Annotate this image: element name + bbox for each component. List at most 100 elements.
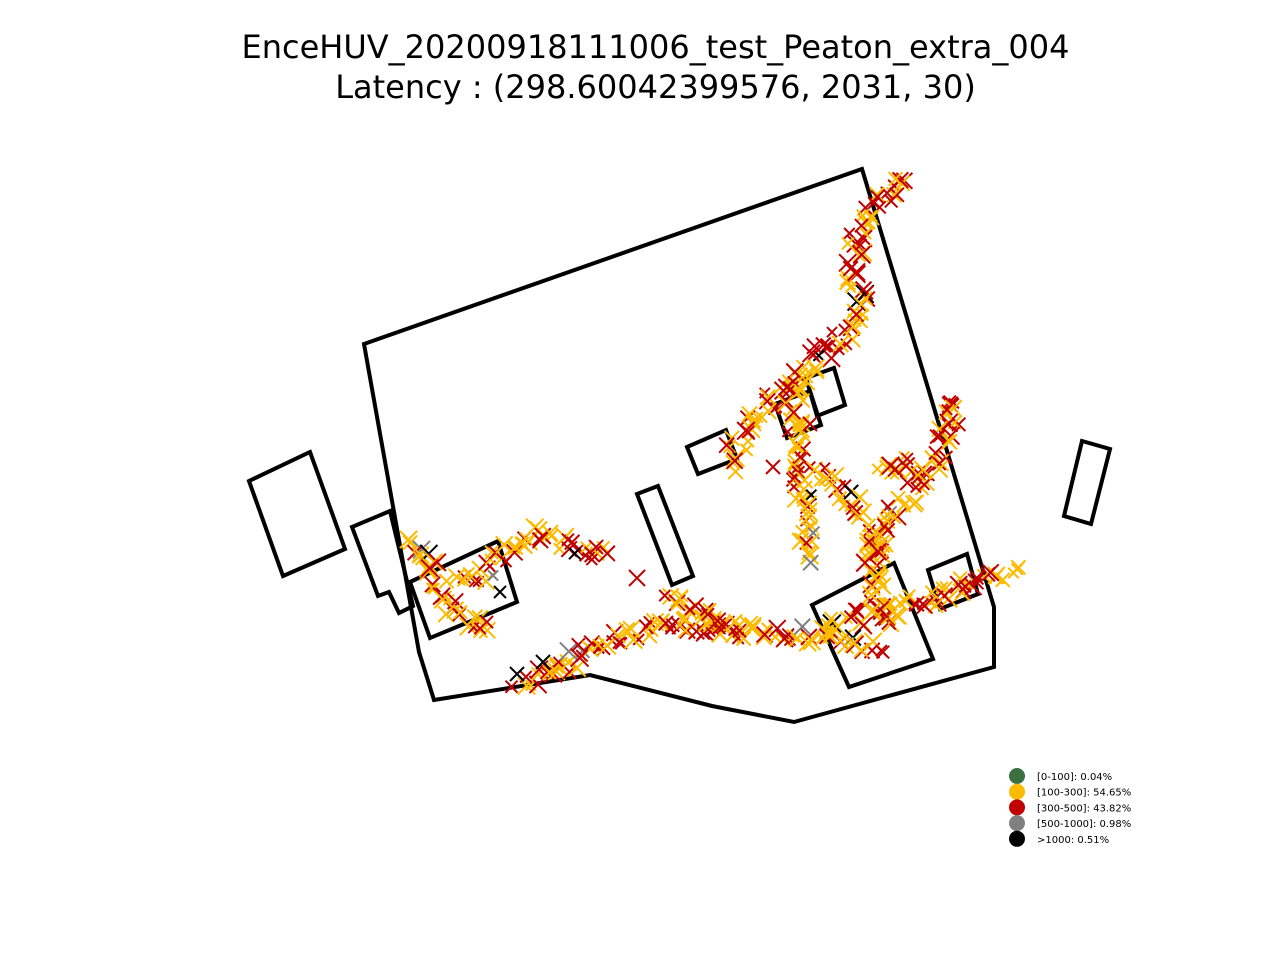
latency-marker-546 bbox=[765, 459, 781, 475]
latency-marker-406 bbox=[768, 619, 787, 638]
latency-marker-473 bbox=[424, 576, 441, 593]
legend: [0-100]: 0.04% [100-300]: 54.65% [300-500]… bbox=[1009, 768, 1131, 847]
latency-marker-253 bbox=[873, 577, 892, 596]
latency-marker-170 bbox=[835, 491, 847, 503]
latency-marker-414 bbox=[802, 632, 822, 651]
latency-marker-435 bbox=[875, 645, 890, 660]
latency-marker-459 bbox=[399, 530, 418, 549]
latency-marker-9 bbox=[869, 186, 885, 203]
latency-marker-85 bbox=[755, 411, 768, 424]
latency-marker-34 bbox=[846, 262, 866, 282]
obstacle-far-right bbox=[1061, 438, 1113, 527]
latency-marker-475 bbox=[438, 573, 455, 589]
latency-marker-506 bbox=[487, 569, 499, 582]
latency-marker-482 bbox=[437, 605, 455, 623]
latency-marker-4 bbox=[887, 171, 904, 187]
obstacle-left-tilted bbox=[407, 538, 520, 641]
latency-marker-401 bbox=[743, 618, 762, 637]
latency-marker-18 bbox=[862, 216, 876, 230]
latency-marker-302 bbox=[924, 595, 938, 609]
obstacle-left-notched bbox=[349, 508, 416, 616]
latency-marker-232 bbox=[887, 510, 902, 525]
latency-marker-330 bbox=[504, 680, 519, 694]
latency-marker-121 bbox=[787, 435, 806, 454]
latency-marker-319 bbox=[852, 612, 871, 632]
latency-marker-397 bbox=[735, 630, 752, 647]
latency-marker-404 bbox=[755, 625, 774, 644]
latency-marker-365 bbox=[618, 621, 636, 639]
latency-marker-129 bbox=[786, 458, 802, 473]
latency-marker-231 bbox=[876, 518, 893, 534]
latency-marker-47 bbox=[848, 306, 865, 323]
latency-marker-51 bbox=[845, 318, 862, 335]
latency-marker-275 bbox=[913, 460, 933, 480]
latency-marker-166 bbox=[823, 477, 839, 493]
latency-marker-139 bbox=[800, 495, 818, 513]
latency-marker-548 bbox=[509, 666, 525, 682]
latency-marker-118 bbox=[781, 426, 794, 438]
latency-marker-158 bbox=[795, 471, 814, 490]
latency-marker-162 bbox=[813, 474, 826, 488]
latency-marker-402 bbox=[755, 628, 773, 646]
legend-swatch-0 bbox=[1009, 768, 1025, 784]
latency-marker-278 bbox=[1007, 567, 1020, 579]
latency-marker-248 bbox=[869, 564, 888, 583]
legend-label-1: [100-300]: 54.65% bbox=[1037, 788, 1131, 799]
latency-marker-305 bbox=[908, 597, 921, 611]
latency-marker-208 bbox=[928, 445, 943, 461]
legend-swatch-1 bbox=[1009, 783, 1025, 800]
latency-marker-460 bbox=[402, 534, 418, 551]
legend-swatch-4 bbox=[1009, 830, 1025, 847]
latency-marker-246 bbox=[855, 553, 875, 573]
latency-marker-7 bbox=[884, 194, 899, 209]
latency-marker-28 bbox=[852, 245, 872, 265]
latency-marker-363 bbox=[610, 627, 627, 644]
latency-marker-195 bbox=[941, 403, 953, 416]
latency-marker-169 bbox=[843, 484, 859, 500]
latency-marker-531 bbox=[564, 534, 581, 551]
latency-marker-106 bbox=[777, 378, 796, 397]
latency-marker-493 bbox=[472, 622, 489, 639]
latency-marker-219 bbox=[899, 474, 916, 491]
latency-marker-549 bbox=[493, 585, 507, 599]
latency-marker-291 bbox=[952, 571, 968, 587]
latency-marker-454 bbox=[712, 620, 727, 635]
latency-marker-81 bbox=[770, 401, 783, 414]
latency-marker-204 bbox=[929, 428, 945, 445]
latency-marker-527 bbox=[541, 524, 559, 542]
latency-marker-281 bbox=[995, 572, 1011, 588]
latency-marker-270 bbox=[887, 461, 904, 478]
latency-marker-53 bbox=[826, 326, 838, 338]
latency-marker-541 bbox=[585, 553, 598, 566]
latency-marker-274 bbox=[896, 456, 916, 476]
latency-marker-159 bbox=[818, 461, 831, 474]
latency-marker-194 bbox=[938, 404, 955, 421]
legend-swatch-3 bbox=[1009, 815, 1025, 832]
latency-marker-14 bbox=[858, 200, 873, 216]
legend-label-0: [0-100]: 0.04% bbox=[1037, 772, 1112, 783]
latency-marker-444 bbox=[676, 610, 692, 625]
latency-marker-126 bbox=[794, 451, 807, 464]
latency-marker-286 bbox=[969, 570, 985, 586]
latency-markers bbox=[399, 171, 1027, 696]
latency-marker-287 bbox=[964, 577, 983, 596]
latency-marker-514 bbox=[495, 535, 514, 554]
latency-marker-321 bbox=[854, 616, 873, 635]
latency-marker-543 bbox=[598, 545, 616, 562]
latency-marker-376 bbox=[653, 615, 669, 631]
latency-marker-525 bbox=[531, 531, 549, 549]
latency-marker-109 bbox=[795, 393, 811, 408]
latency-marker-12 bbox=[870, 189, 885, 205]
latency-marker-149 bbox=[794, 532, 810, 548]
latency-marker-423 bbox=[823, 626, 836, 638]
latency-marker-446 bbox=[684, 604, 696, 616]
latency-marker-533 bbox=[561, 532, 575, 547]
latency-marker-82 bbox=[759, 389, 776, 406]
latency-marker-284 bbox=[981, 563, 1000, 582]
latency-marker-433 bbox=[853, 642, 869, 658]
latency-marker-273 bbox=[905, 464, 919, 478]
latency-marker-364 bbox=[612, 635, 626, 650]
latency-marker-326 bbox=[843, 610, 859, 625]
latency-marker-112 bbox=[784, 403, 803, 422]
